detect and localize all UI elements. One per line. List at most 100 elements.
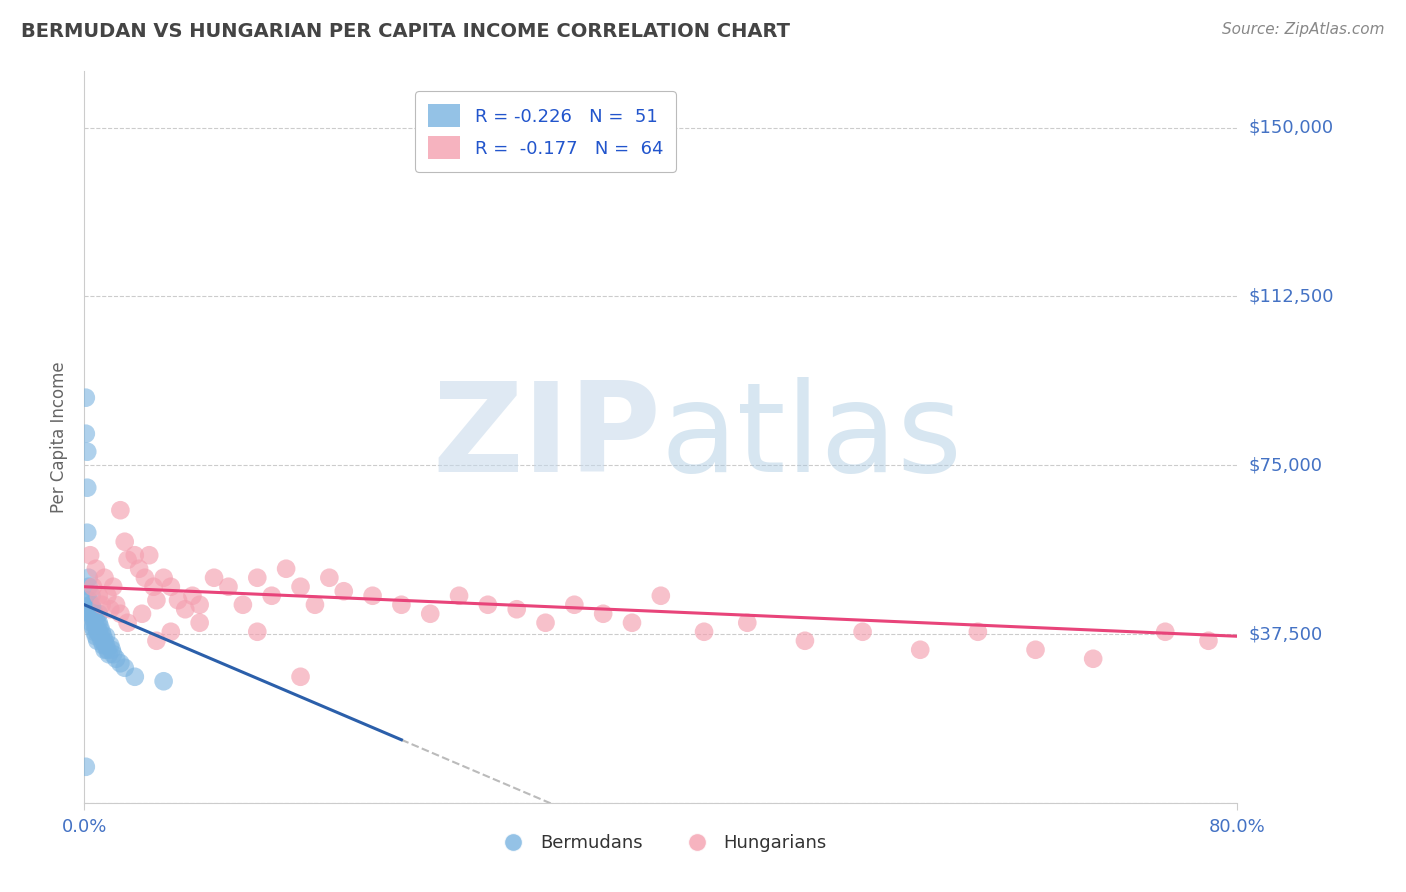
Point [174, 602, 197, 616]
Point [79, 607, 101, 621]
Point [84, 611, 107, 625]
Point [89, 620, 111, 634]
Point [105, 652, 128, 666]
Point [98, 638, 121, 652]
Point [83, 607, 105, 621]
Point [117, 553, 139, 567]
Point [419, 607, 441, 621]
Point [79, 598, 101, 612]
Point [318, 571, 340, 585]
Point [1083, 652, 1105, 666]
Point [128, 562, 150, 576]
Text: Source: ZipAtlas.com: Source: ZipAtlas.com [1222, 22, 1385, 37]
Point [794, 633, 817, 648]
Text: ZIP: ZIP [432, 376, 661, 498]
Point [76, 525, 98, 540]
Point [86, 615, 108, 630]
Point [152, 674, 174, 689]
Point [90, 598, 112, 612]
Point [90, 624, 112, 639]
Point [110, 503, 132, 517]
Point [852, 624, 875, 639]
Point [80, 615, 103, 630]
Text: $150,000: $150,000 [1249, 119, 1333, 136]
Point [110, 657, 132, 671]
Point [181, 589, 204, 603]
Point [202, 571, 225, 585]
Point [131, 607, 153, 621]
Point [138, 548, 160, 562]
Point [96, 642, 118, 657]
Point [534, 615, 557, 630]
Point [304, 598, 326, 612]
Point [910, 642, 932, 657]
Point [260, 589, 283, 603]
Point [105, 598, 128, 612]
Text: BERMUDAN VS HUNGARIAN PER CAPITA INCOME CORRELATION CHART: BERMUDAN VS HUNGARIAN PER CAPITA INCOME … [21, 22, 790, 41]
Point [218, 580, 240, 594]
Point [77, 580, 100, 594]
Point [114, 661, 136, 675]
Point [391, 598, 413, 612]
Point [89, 629, 111, 643]
Point [80, 589, 103, 603]
Text: $37,500: $37,500 [1249, 625, 1323, 643]
Point [114, 534, 136, 549]
Point [86, 624, 108, 639]
Point [91, 629, 114, 643]
Point [76, 444, 98, 458]
Point [103, 647, 124, 661]
Y-axis label: Per Capita Income: Per Capita Income [51, 361, 69, 513]
Point [506, 602, 529, 616]
Point [80, 598, 103, 612]
Point [290, 580, 312, 594]
Point [82, 602, 104, 616]
Point [75, 426, 97, 441]
Point [97, 647, 120, 661]
Point [75, 391, 97, 405]
Point [94, 629, 117, 643]
Point [693, 624, 716, 639]
Point [1025, 642, 1047, 657]
Point [232, 598, 254, 612]
Point [82, 580, 104, 594]
Point [290, 670, 312, 684]
Text: atlas: atlas [661, 376, 963, 498]
Point [737, 615, 759, 630]
Point [145, 633, 167, 648]
Point [77, 571, 100, 585]
Point [91, 638, 114, 652]
Point [110, 607, 132, 621]
Text: $112,500: $112,500 [1249, 287, 1334, 305]
Point [83, 624, 105, 639]
Point [124, 548, 146, 562]
Point [246, 571, 269, 585]
Point [87, 615, 110, 630]
Point [82, 611, 104, 625]
Point [75, 760, 97, 774]
Point [188, 615, 211, 630]
Point [167, 593, 190, 607]
Point [93, 633, 115, 648]
Point [160, 624, 183, 639]
Point [103, 580, 124, 594]
Point [134, 571, 156, 585]
Point [142, 580, 165, 594]
Point [967, 624, 990, 639]
Point [93, 642, 115, 657]
Point [94, 638, 117, 652]
Point [1198, 633, 1220, 648]
Point [100, 642, 122, 657]
Point [160, 580, 183, 594]
Point [87, 624, 110, 639]
Point [79, 602, 101, 616]
Text: $75,000: $75,000 [1249, 456, 1323, 475]
Point [145, 593, 167, 607]
Point [276, 562, 298, 576]
Point [79, 548, 101, 562]
Point [87, 607, 110, 621]
Point [621, 615, 644, 630]
Point [98, 602, 121, 616]
Point [84, 620, 107, 634]
Point [83, 615, 105, 630]
